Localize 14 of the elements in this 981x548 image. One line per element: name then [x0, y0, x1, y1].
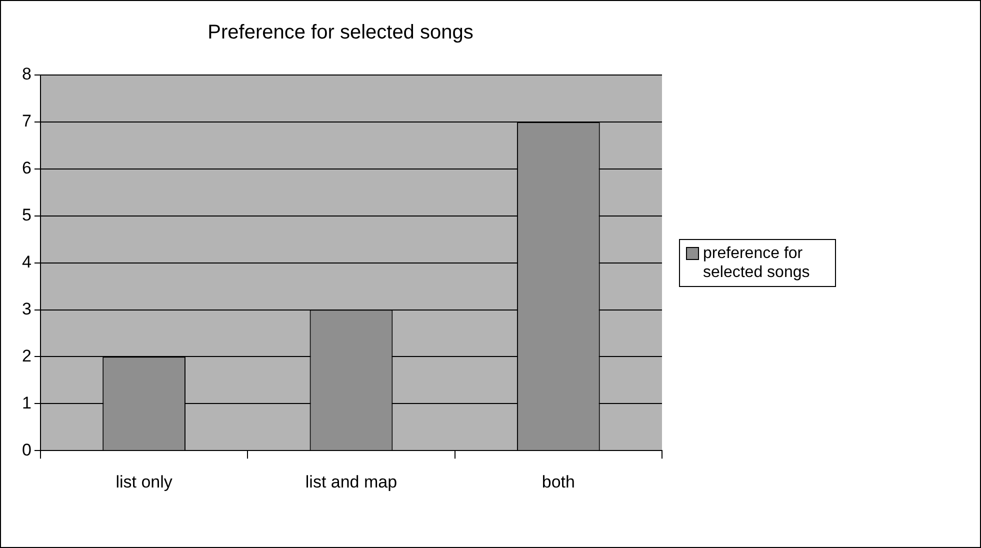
y-tick-label: 1 — [22, 393, 32, 412]
y-tick-label: 7 — [22, 112, 32, 131]
x-tick-label: list only — [116, 472, 173, 492]
y-tick-label: 8 — [22, 64, 32, 84]
chart-title: Preference for selected songs — [208, 22, 474, 44]
y-tick-label: 4 — [22, 252, 32, 272]
y-tick-label: 2 — [22, 346, 32, 366]
x-tick-label: both — [542, 472, 575, 492]
y-tick-label: 6 — [22, 158, 32, 178]
x-tick-label: list and map — [305, 472, 398, 492]
y-tick-label: 0 — [22, 440, 32, 460]
legend-label: preference for selected songs — [703, 244, 811, 282]
y-tick-label: 3 — [22, 299, 32, 318]
y-tick-label: 5 — [22, 206, 32, 225]
